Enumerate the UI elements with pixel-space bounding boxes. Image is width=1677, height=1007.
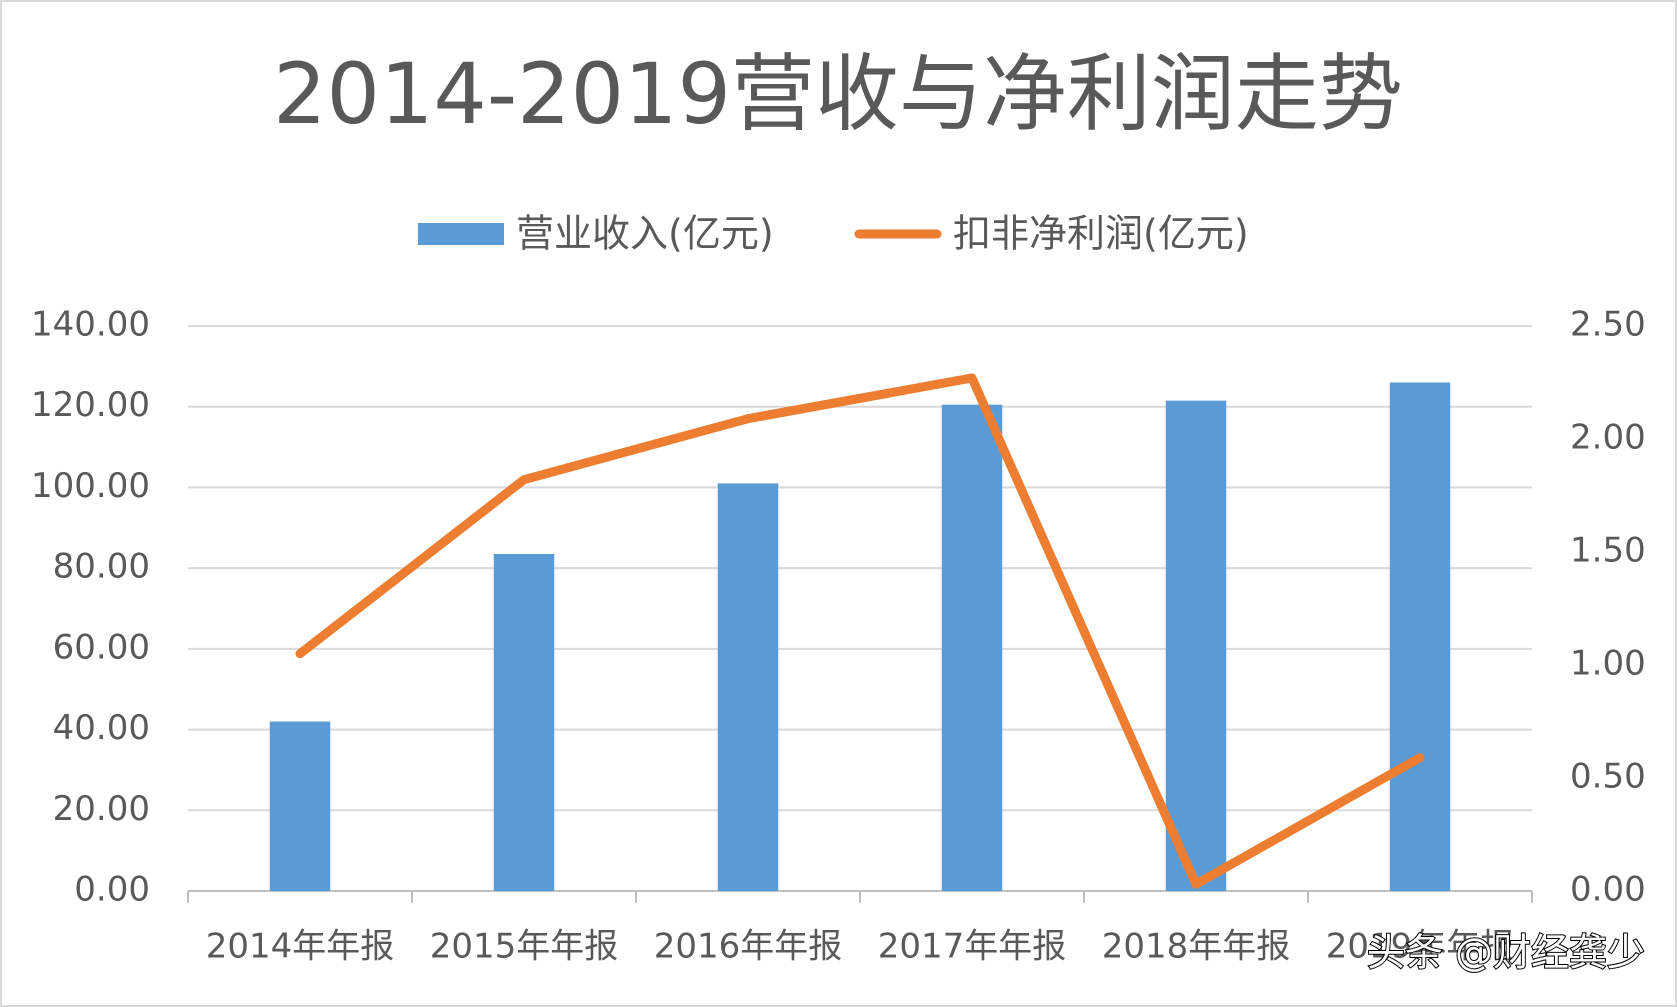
y-tick-label: 20.00 <box>53 789 150 829</box>
y-tick-label: 120.00 <box>31 385 150 425</box>
y-tick-label: 80.00 <box>53 547 150 587</box>
bar <box>493 554 555 891</box>
chart-title: 2014-2019营收与净利润走势 <box>273 45 1403 143</box>
y2-tick-label: 0.00 <box>1570 870 1646 910</box>
bar <box>1165 400 1227 891</box>
y2-tick-label: 0.50 <box>1570 757 1646 797</box>
x-tick-label: 2017年年报 <box>878 927 1067 967</box>
x-tick-label: 2015年年报 <box>430 927 619 967</box>
x-tick-label: 2016年年报 <box>654 927 843 967</box>
line <box>295 373 1425 889</box>
y-tick-label: 100.00 <box>31 466 150 506</box>
y2-tick-label: 2.50 <box>1570 305 1646 345</box>
y-tick-label: 40.00 <box>53 708 150 748</box>
bar <box>269 721 331 891</box>
bar <box>941 404 1003 891</box>
y2-tick-label: 1.50 <box>1570 531 1646 571</box>
legend-label: 营业收入(亿元) <box>516 212 774 256</box>
bar <box>717 483 779 891</box>
y-tick-label: 140.00 <box>31 305 150 345</box>
y2-tick-label: 1.00 <box>1570 644 1646 684</box>
bar <box>1389 382 1451 891</box>
legend-label: 扣非净利润(亿元) <box>953 212 1249 256</box>
x-tick-label: 2014年年报 <box>206 927 395 967</box>
x-tick-label: 2019年年报 <box>1326 927 1515 967</box>
y-tick-label: 60.00 <box>53 627 150 667</box>
y2-tick-label: 2.00 <box>1570 418 1646 458</box>
watermark: 头条 @财经龚少 <box>1367 931 1645 975</box>
legend-swatch <box>418 223 504 245</box>
y-tick-label: 0.00 <box>74 870 150 910</box>
x-tick-label: 2018年年报 <box>1102 927 1291 967</box>
